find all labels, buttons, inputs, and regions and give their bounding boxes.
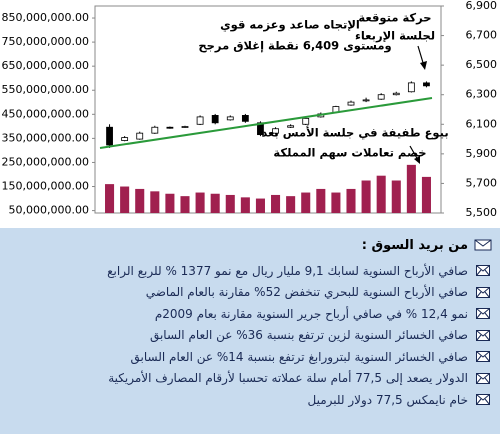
y-tick-label: 550,000,000.00 [2, 83, 89, 96]
arrow-head [420, 61, 427, 70]
candle-body [362, 99, 370, 102]
candle-body [287, 125, 295, 128]
y-tick-label: 850,000,000.00 [2, 11, 89, 24]
annotation: خصم تعاملات سهم المملكة [273, 146, 426, 160]
candle-body [392, 92, 400, 96]
candle-body [226, 116, 234, 121]
volume-bar [255, 198, 265, 213]
volume-bar [406, 164, 416, 213]
y-tick-label: 250,000,000.00 [2, 155, 89, 168]
candle-body [166, 126, 174, 129]
mail-icon [476, 351, 490, 363]
volume-bar [105, 184, 115, 213]
volume-bar [165, 193, 175, 213]
volume-bar [391, 180, 401, 213]
y-tick-label: 150,000,000.00 [2, 180, 89, 193]
chart: حركة متوقعة لجلسة الإربعاء الإتجاه صاعد … [2, 0, 498, 219]
mail-icon [476, 286, 490, 298]
news-text: الدولار يصعد إلى 77,5 أمام سلة عملاته تح… [108, 371, 468, 386]
news-panel: من بريد السوق : صافي الأرباح السنوية لسا… [0, 228, 500, 434]
annotation: بيوع طفيفة في جلسة الأمس بعد [261, 126, 448, 141]
news-text: خام نايمكس 77,5 دولار للبرميل [307, 392, 468, 407]
volume-bar [271, 194, 281, 213]
candle-body [407, 82, 415, 93]
news-item: الدولار يصعد إلى 77,5 أمام سلة عملاته تح… [6, 368, 490, 390]
news-text: صافي الخسائر السنوية لزين ترتفع بنسبة 36… [149, 328, 468, 343]
mail-icon [476, 265, 490, 277]
mail-icon [474, 239, 492, 251]
annotation: حركة متوقعة [358, 11, 431, 26]
candle-body [181, 126, 189, 128]
volume-bar [240, 197, 250, 213]
news-text: نمو 12,4 % في صافي أرباح جرير السنوية مق… [154, 306, 468, 321]
volume-bar [421, 176, 431, 213]
news-text: صافي الخسائر السنوية لبترورابغ ترتفع بنس… [130, 349, 468, 364]
y-tick-label: 450,000,000.00 [2, 107, 89, 120]
y-tick-label: 750,000,000.00 [2, 35, 89, 48]
mail-icon [476, 372, 490, 384]
mail-icon [476, 394, 490, 406]
y2-tick-label: 6,700 [466, 29, 498, 42]
volume-bar [286, 196, 296, 213]
candle-body [241, 115, 249, 122]
y2-tick-label: 6,500 [466, 58, 498, 71]
y2-tick-label: 5,700 [466, 176, 498, 189]
arrow-head [414, 156, 420, 164]
candle-body [211, 115, 219, 124]
annotation: الإتجاه صاعد وعزمه قوي [220, 18, 360, 33]
candle-body [302, 117, 310, 125]
news-item: صافي الخسائر السنوية لبترورابغ ترتفع بنس… [6, 346, 490, 368]
news-title: من بريد السوق : [361, 237, 468, 253]
volume-bar [210, 193, 220, 213]
news-item: خام نايمكس 77,5 دولار للبرميل [6, 389, 490, 411]
volume-bar [376, 175, 386, 213]
news-text: صافي الأرباح السنوية للبحري تنخفض 52% مق… [145, 285, 468, 300]
y2-tick-label: 6,300 [466, 88, 498, 101]
candle-body [136, 132, 144, 140]
volume-bar [316, 188, 326, 213]
annotation: ومستوى 6,409 نقطة إغلاق مرجح [198, 39, 391, 54]
news-list: صافي الأرباح السنوية لسابك 9,1 مليار ريا… [6, 260, 490, 411]
mail-icon [476, 329, 490, 341]
annotation: لجلسة الإربعاء [355, 29, 435, 43]
volume-bar [150, 191, 160, 213]
candle-body [151, 126, 159, 134]
y-tick-label: 650,000,000.00 [2, 59, 89, 72]
candle-body [347, 101, 355, 106]
candle-body [377, 94, 385, 100]
volume-bar [135, 188, 145, 213]
y2-tick-label: 6,900 [466, 0, 498, 12]
news-header: من بريد السوق : [362, 234, 492, 256]
y2-tick-label: 5,900 [466, 147, 498, 160]
volume-bar [225, 194, 235, 213]
volume-bar [195, 192, 205, 213]
candle-body [423, 82, 430, 87]
trend-line [99, 97, 433, 149]
news-text: صافي الأرباح السنوية لسابك 9,1 مليار ريا… [107, 263, 468, 278]
volume-bar [346, 188, 356, 213]
volume-bar [120, 186, 130, 213]
news-item: صافي الخسائر السنوية لزين ترتفع بنسبة 36… [6, 325, 490, 347]
news-item: صافي الأرباح السنوية لسابك 9,1 مليار ريا… [6, 260, 490, 282]
news-item: نمو 12,4 % في صافي أرباح جرير السنوية مق… [6, 303, 490, 325]
volume-bar [180, 196, 190, 213]
news-item: صافي الأرباح السنوية للبحري تنخفض 52% مق… [6, 282, 490, 304]
volume-bar [301, 192, 311, 213]
candle-body [196, 116, 204, 125]
y2-tick-label: 5,500 [466, 206, 498, 219]
candle-body [272, 128, 279, 134]
y2-tick-label: 6,100 [466, 117, 498, 130]
y-tick-label: 50,000,000.00 [9, 204, 89, 217]
volume-bar [361, 180, 371, 213]
y-tick-label: 350,000,000.00 [2, 131, 89, 144]
candle-body [106, 126, 113, 146]
candle-body [121, 137, 129, 141]
candle-body [257, 122, 264, 136]
volume-bar [331, 192, 341, 213]
mail-icon [476, 308, 490, 320]
